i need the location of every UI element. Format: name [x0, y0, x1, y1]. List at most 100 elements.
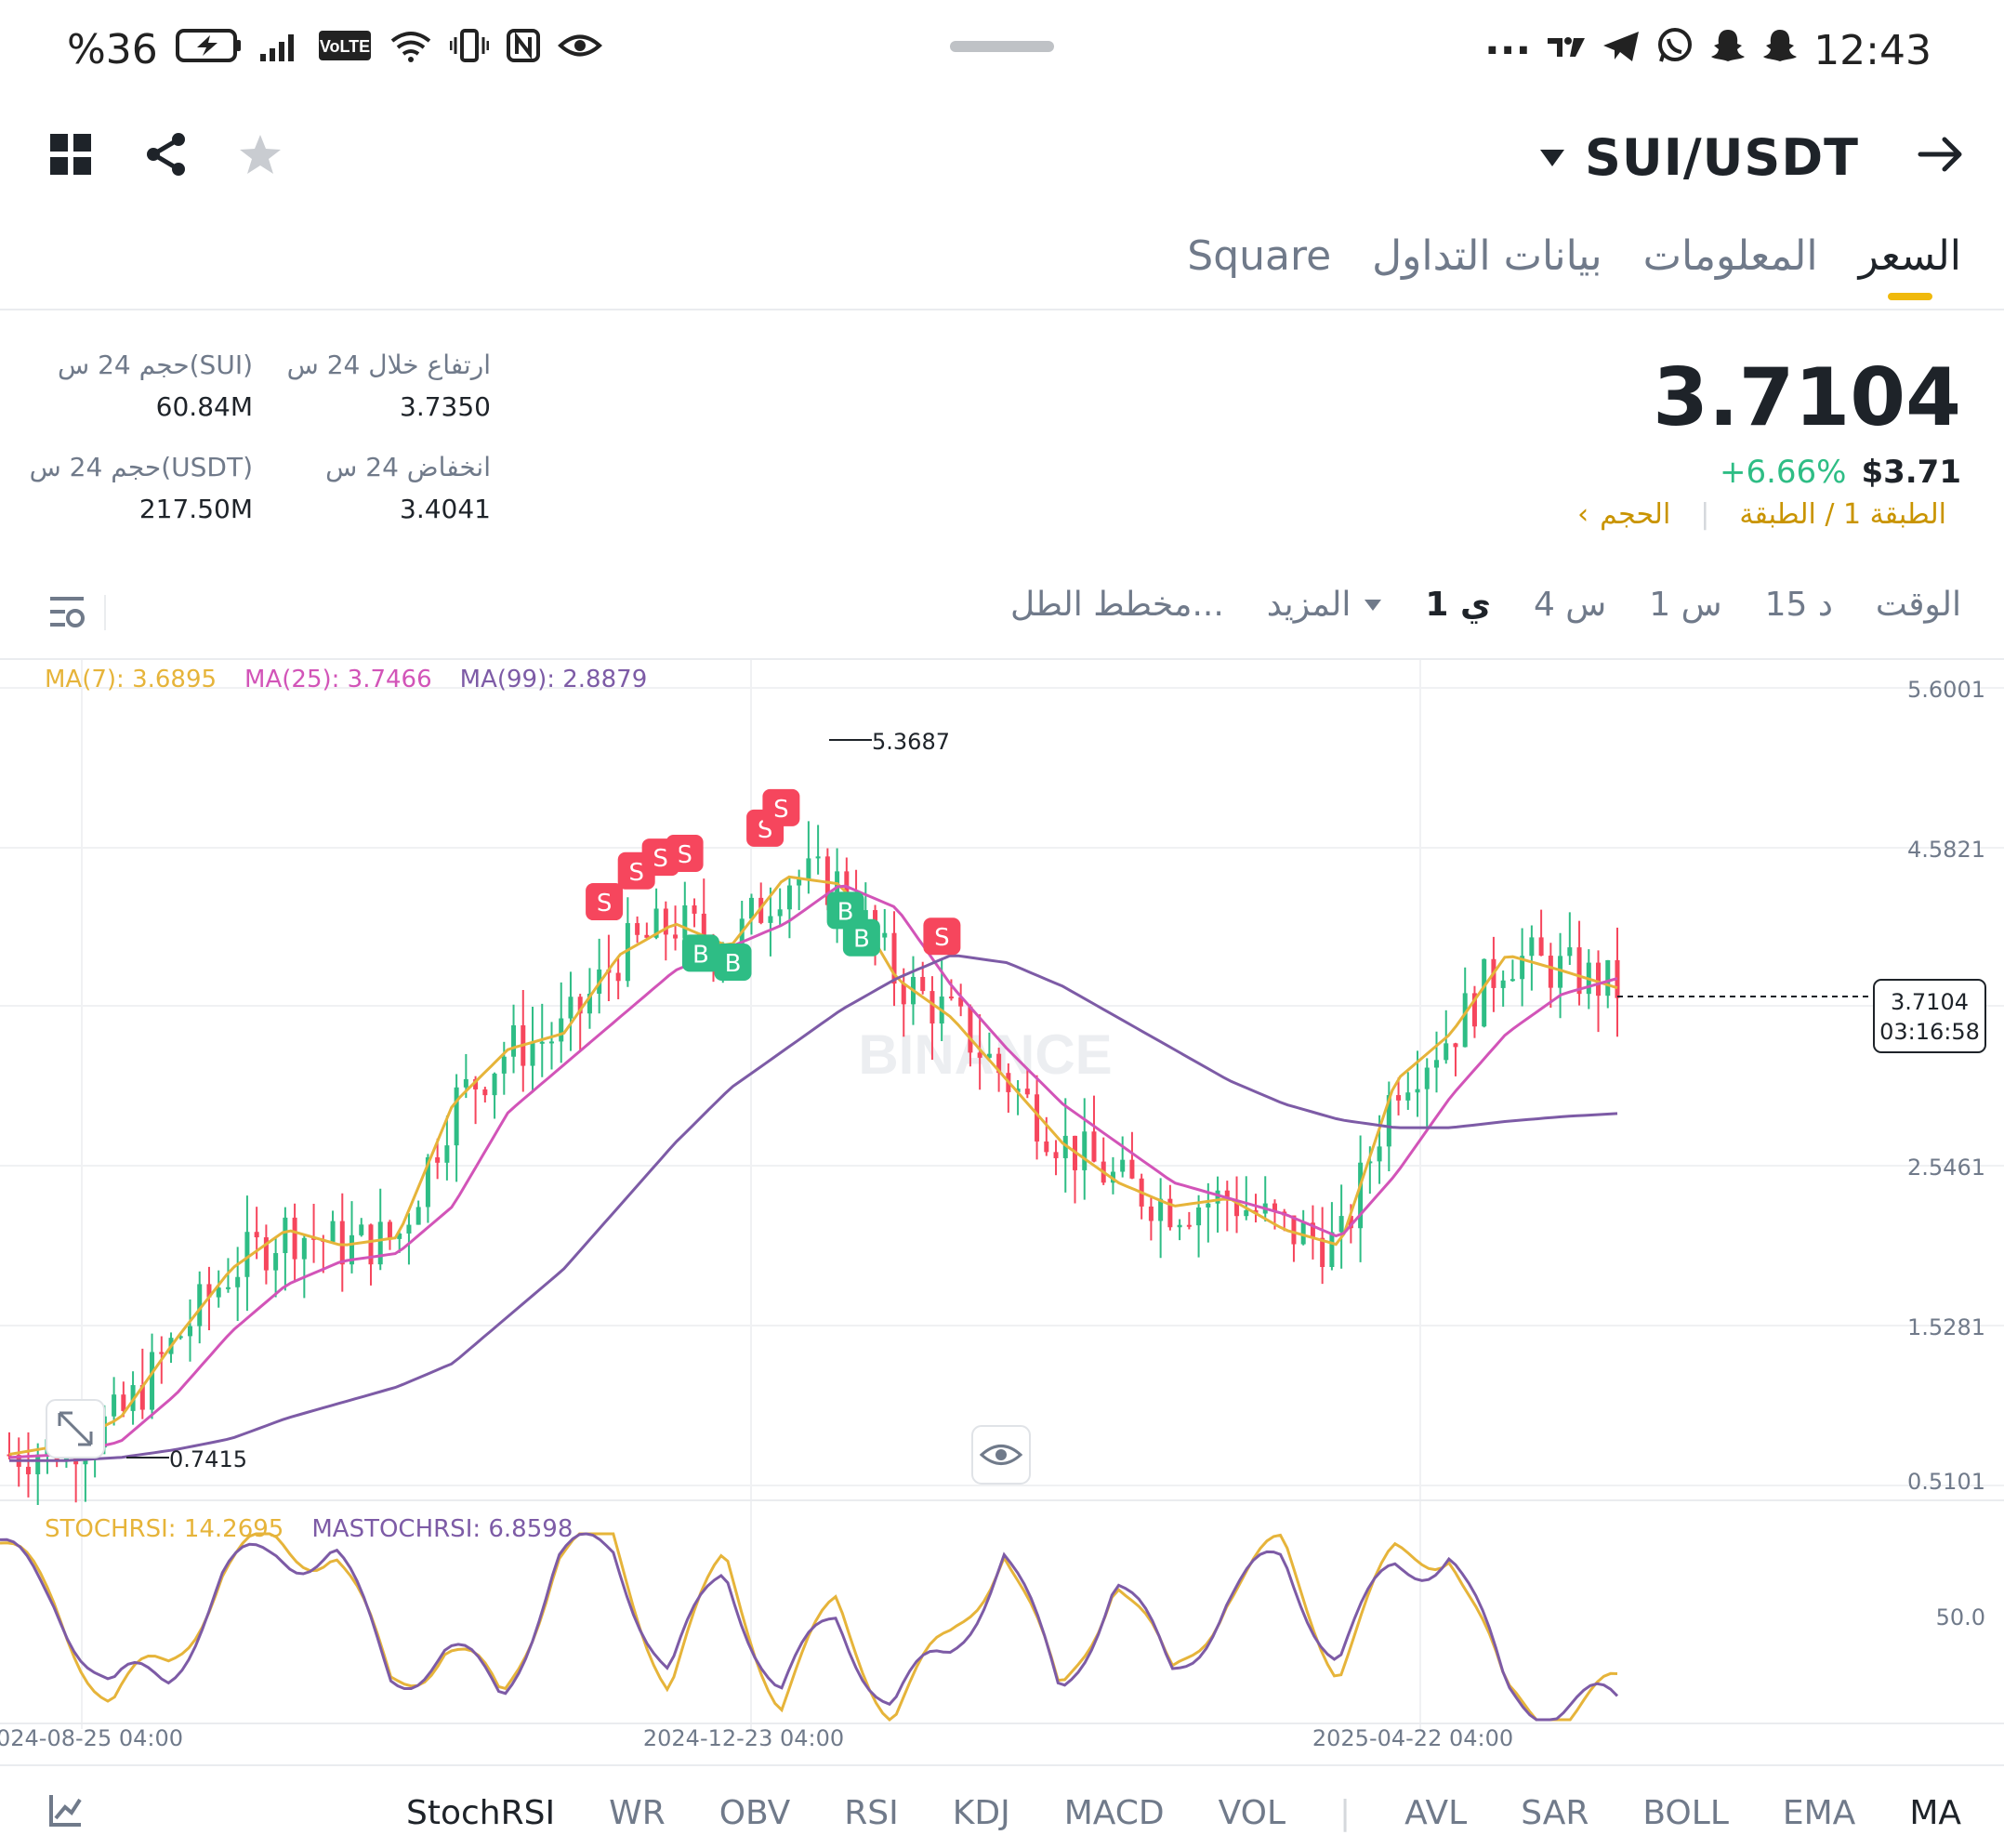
- candle-body-39: [377, 1221, 383, 1265]
- fullscreen-button[interactable]: [46, 1399, 105, 1459]
- candle-body-96: [920, 976, 926, 992]
- candle-body-141: [1348, 1216, 1353, 1229]
- tab-price[interactable]: السعر: [1858, 232, 1961, 300]
- tf-1d[interactable]: 1 ي: [1425, 586, 1491, 624]
- candle-body-37: [359, 1224, 364, 1235]
- candle-body-128: [1224, 1190, 1230, 1201]
- candle-body-23: [225, 1287, 231, 1289]
- candle-body-53: [511, 1025, 517, 1057]
- candle-body-12: [121, 1394, 126, 1411]
- chart-settings-button[interactable]: [48, 593, 86, 634]
- candle-body-69: [663, 908, 668, 935]
- stat-vol-sui: حجم 24 س(SUI) 60.84M: [58, 350, 253, 422]
- battery-percent: %36: [67, 26, 158, 73]
- tf-more[interactable]: المزيد: [1267, 586, 1383, 624]
- pair-selector[interactable]: SUI/USDT: [1538, 128, 1859, 187]
- tab-square[interactable]: Square: [1187, 232, 1332, 280]
- y-label-1: 5.6001: [1907, 677, 1985, 703]
- ind-stochrsi[interactable]: StochRSI: [406, 1794, 556, 1832]
- candle-body-56: [539, 1041, 545, 1044]
- tab-trading-data[interactable]: بيانات التداول: [1372, 232, 1602, 280]
- candle-body-160: [1529, 937, 1535, 957]
- candle-body-15: [150, 1352, 155, 1410]
- share-button[interactable]: [145, 132, 188, 180]
- clock: 12:43: [1813, 27, 1931, 74]
- ind-ema[interactable]: EMA: [1782, 1794, 1856, 1832]
- candle-body-59: [568, 997, 574, 1019]
- grid-menu-button[interactable]: [50, 134, 91, 178]
- candle-body-88: [844, 871, 850, 906]
- stochrsi-pane: [0, 1532, 1619, 1722]
- candle-body-94: [901, 983, 906, 1005]
- back-button[interactable]: [1917, 132, 1965, 180]
- candle-body-57: [548, 1041, 554, 1044]
- candle-body-77: [739, 918, 745, 954]
- ma-line-0: [8, 875, 1618, 1456]
- candle-body-161: [1538, 937, 1544, 957]
- ind-macd[interactable]: MACD: [1063, 1794, 1165, 1832]
- ind-rsi[interactable]: RSI: [844, 1794, 899, 1832]
- ind-sar[interactable]: SAR: [1521, 1794, 1589, 1832]
- candle-body-82: [786, 885, 792, 910]
- caret-down-icon: [1540, 149, 1565, 166]
- drag-handle[interactable]: [950, 41, 1054, 52]
- candle-body-164: [1567, 947, 1573, 957]
- caret-down-icon: [1365, 599, 1382, 611]
- candle-body-103: [986, 1053, 992, 1058]
- ind-kdj[interactable]: KDJ: [952, 1794, 1010, 1832]
- chart-line-icon: [49, 1795, 82, 1827]
- candle-body-51: [492, 1073, 497, 1096]
- status-right: ··· 12:43: [1484, 26, 1931, 75]
- favorite-button[interactable]: [238, 132, 283, 180]
- candle-body-117: [1120, 1159, 1126, 1172]
- candle-body-101: [968, 1006, 973, 1053]
- candle-body-154: [1471, 993, 1477, 1027]
- candle-body-38: [368, 1224, 374, 1265]
- tf-15m[interactable]: 15 د: [1764, 586, 1833, 624]
- candle-body-45: [435, 1157, 441, 1163]
- signal-label-5: S: [773, 796, 789, 824]
- ind-avl[interactable]: AVL: [1404, 1794, 1468, 1832]
- countdown-label: 03:16:58: [1879, 1019, 1980, 1045]
- candle-body-102: [977, 1052, 982, 1058]
- ind-wr[interactable]: WR: [609, 1794, 666, 1832]
- candle-body-18: [178, 1336, 183, 1339]
- ind-boll[interactable]: BOLL: [1642, 1794, 1729, 1832]
- candle-body-86: [824, 856, 830, 905]
- change-percent: +6.66%: [1719, 454, 1847, 491]
- tf-depth-chart[interactable]: مخطط الطل...: [1010, 586, 1224, 624]
- ma-line-1: [8, 884, 1618, 1459]
- ind-vol[interactable]: VOL: [1218, 1794, 1286, 1832]
- wifi-icon: [389, 26, 433, 73]
- tf-1h[interactable]: 1 س: [1649, 586, 1722, 624]
- ind-separator: |: [1339, 1794, 1351, 1832]
- candle-body-29: [283, 1217, 288, 1254]
- volume-link[interactable]: ‹ الحجم: [1577, 498, 1671, 531]
- grid-icon: [50, 134, 91, 175]
- usd-price: $3.71: [1861, 454, 1961, 491]
- candle-body-19: [187, 1326, 192, 1337]
- signal-B-9: [842, 918, 880, 957]
- indicator-settings-button[interactable]: [48, 1792, 84, 1831]
- mastochrsi-value: MASTOCHRSI: 6.8598: [311, 1515, 574, 1543]
- candle-body-58: [559, 1018, 564, 1042]
- tab-info[interactable]: المعلومات: [1642, 232, 1818, 280]
- tf-time[interactable]: الوقت: [1875, 586, 1961, 624]
- candle-body-99: [948, 997, 954, 999]
- ind-ma[interactable]: MA: [1909, 1794, 1961, 1832]
- candle-body-84: [806, 858, 811, 879]
- candle-body-11: [112, 1394, 117, 1417]
- signal-S-10: [923, 917, 961, 956]
- candle-body-150: [1434, 1060, 1440, 1068]
- toggle-visibility-button[interactable]: [971, 1010, 1031, 1485]
- candle-body-0: [7, 1454, 12, 1457]
- nfc-icon: [506, 26, 541, 73]
- ind-obv[interactable]: OBV: [719, 1794, 791, 1832]
- candle-body-14: [139, 1385, 145, 1410]
- candle-body-133: [1272, 1203, 1277, 1212]
- candle-body-3: [35, 1454, 41, 1474]
- layer-link[interactable]: الطبقة 1 / الطبقة: [1739, 498, 1946, 531]
- tf-4h[interactable]: 4 س: [1533, 586, 1607, 624]
- status-left: %36 VoLTE: [67, 26, 602, 73]
